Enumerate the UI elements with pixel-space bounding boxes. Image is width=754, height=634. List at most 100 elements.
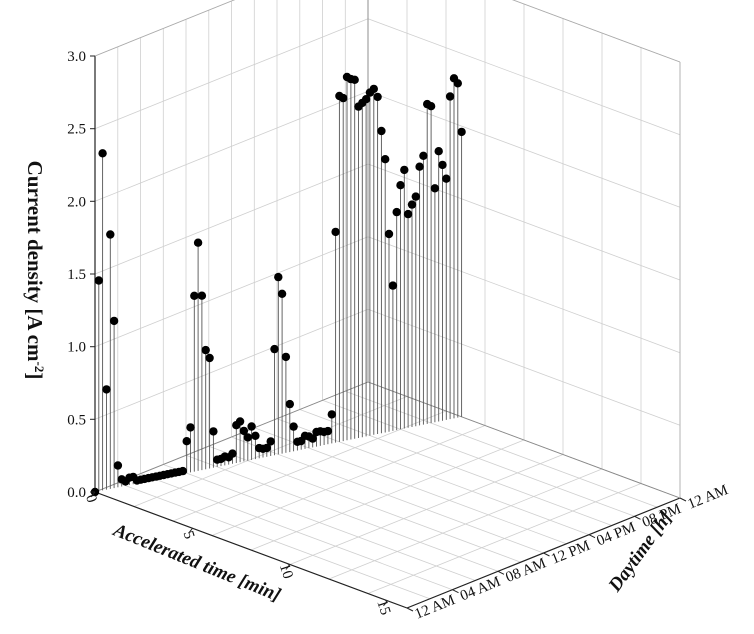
data-point (442, 174, 451, 183)
data-point (445, 92, 455, 101)
x-tick-label: 5 (180, 529, 198, 541)
y-tick-mark (452, 589, 459, 594)
x-tick-label: 15 (373, 598, 393, 617)
grid-line-left-wall-z (94, 236, 369, 348)
data-point (388, 281, 398, 290)
x-tick-mark (383, 600, 388, 607)
data-point (247, 422, 256, 431)
data-point (331, 227, 340, 237)
data-point (327, 410, 336, 419)
grid-line-floor-y (208, 445, 521, 563)
data-point (235, 417, 245, 426)
x-tick-mark (285, 564, 291, 570)
data-point (411, 192, 420, 201)
data-point (178, 466, 187, 476)
data-point (266, 437, 275, 446)
data-point (392, 207, 401, 217)
data-points (90, 72, 466, 497)
data-point (415, 162, 424, 171)
data-point (285, 399, 294, 409)
grid-line-floor-y (231, 436, 544, 554)
data-point (339, 93, 348, 103)
top-edge-left (94, 0, 236, 57)
data-point (350, 75, 359, 85)
data-point (251, 431, 260, 440)
data-point (109, 316, 119, 326)
data-point (182, 437, 191, 446)
data-point (373, 92, 382, 102)
data-point (193, 238, 203, 247)
data-point (403, 209, 413, 219)
data-point (400, 165, 409, 175)
data-point (243, 433, 252, 442)
grid-line-back-wall-z (367, 90, 681, 208)
data-point (453, 79, 462, 88)
data-point (430, 184, 440, 193)
grid-line-floor-y (163, 464, 476, 581)
data-point (209, 427, 218, 436)
data-point (369, 84, 378, 94)
y-tick-mark (497, 570, 505, 575)
y-tick-mark (543, 552, 550, 557)
data-point (289, 422, 298, 431)
y-axis-title: Daytime [h] (604, 508, 676, 597)
grid-line-left-wall-z (94, 18, 369, 130)
z-axis-title: Current density [A cm-2] (23, 161, 48, 380)
data-point (377, 126, 386, 136)
x-tick-mark (188, 527, 193, 534)
grid-line-floor-y (276, 418, 590, 536)
x-tick-mark (90, 491, 96, 498)
z-tick-label: 1.5 (67, 267, 86, 283)
data-point (277, 289, 287, 298)
data-point (197, 291, 207, 300)
floor-edge-left (94, 381, 369, 493)
data-point (201, 345, 210, 355)
data-point (205, 353, 214, 363)
data-point (98, 149, 107, 158)
data-point (190, 291, 199, 300)
data-point (426, 102, 436, 111)
grid-line-floor-y (299, 409, 612, 526)
y-tick-mark (588, 534, 596, 539)
grid-line-back-wall-z (367, 18, 681, 136)
data-point (434, 147, 443, 156)
data-point (396, 181, 405, 190)
y-tick-mark (406, 607, 414, 612)
y-tick-mark (679, 497, 687, 502)
top-edge-back (512, 0, 681, 63)
z-tick-label: 1.0 (67, 340, 86, 356)
grid-line-floor-y (322, 399, 635, 517)
y-tick-mark (634, 515, 641, 520)
data-point (262, 443, 271, 453)
grid-line-floor-y (140, 473, 453, 591)
x-tick-label: 10 (276, 562, 296, 581)
z-tick-label: 0.0 (67, 485, 86, 501)
z-tick-label: 0.5 (67, 412, 86, 428)
grid-line-left-wall-z (94, 163, 369, 275)
data-point (186, 423, 195, 432)
data-point (361, 95, 371, 104)
data-point (274, 272, 283, 282)
x-axis-line (94, 491, 408, 609)
data-point (381, 155, 390, 164)
data-point (94, 276, 104, 285)
grid-line-floor-y (185, 454, 499, 572)
data-point (419, 151, 428, 160)
data-point (281, 352, 291, 362)
gridlines (94, 0, 681, 609)
grid-line-floor-y (117, 482, 430, 600)
data-point (228, 449, 237, 458)
data-point (384, 229, 394, 239)
data-point (457, 127, 466, 137)
data-point (323, 426, 333, 436)
grid-line-left-wall-z (94, 90, 369, 202)
z-tick-label: 3.0 (67, 49, 86, 65)
grid-line-floor-y (345, 390, 658, 508)
grid-line-floor-y (254, 427, 567, 545)
data-point (438, 160, 447, 170)
data-point (239, 426, 249, 436)
z-tick-label: 2.5 (67, 122, 86, 138)
